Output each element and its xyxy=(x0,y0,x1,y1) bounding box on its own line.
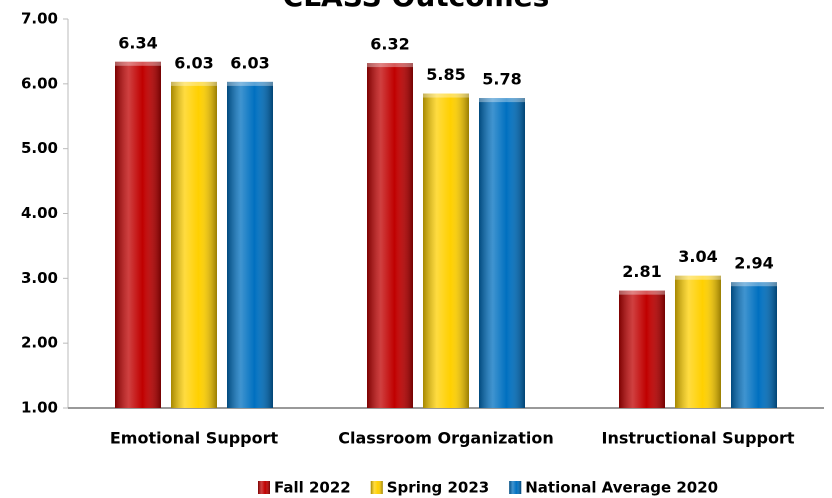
y-tick-label: 7.00 xyxy=(21,10,58,28)
data-label: 6.34 xyxy=(118,33,157,52)
bar-cap xyxy=(619,290,665,295)
x-tick-label: Emotional Support xyxy=(110,429,279,448)
bar-shade xyxy=(171,81,217,408)
legend-swatch-shade xyxy=(509,481,522,494)
data-label: 6.03 xyxy=(174,53,213,72)
data-label: 5.78 xyxy=(482,70,521,89)
chart-title: CLASS Outcomes xyxy=(283,0,550,13)
bar-shade xyxy=(675,275,721,408)
bar-shade xyxy=(367,63,413,408)
legend-label: Fall 2022 xyxy=(274,479,351,497)
data-label: 3.04 xyxy=(678,247,717,266)
y-tick-label: 1.00 xyxy=(21,399,58,417)
bar-shade xyxy=(731,282,777,408)
bar-cap xyxy=(731,282,777,287)
bar-shade xyxy=(115,61,161,408)
data-label: 2.81 xyxy=(622,262,661,281)
bar-cap xyxy=(479,98,525,103)
bar-shade xyxy=(227,81,273,408)
legend-swatch-shade xyxy=(370,481,383,494)
data-label: 6.03 xyxy=(230,53,269,72)
legend-swatch-shade xyxy=(258,481,270,494)
bar-cap xyxy=(227,81,273,86)
data-label: 6.32 xyxy=(370,35,409,54)
y-tick-label: 3.00 xyxy=(21,269,58,287)
x-tick-label: Instructional Support xyxy=(602,429,795,448)
y-tick-label: 6.00 xyxy=(21,74,58,92)
bar-cap xyxy=(367,63,413,68)
legend-label: National Average 2020 xyxy=(525,479,718,497)
x-tick-label: Classroom Organization xyxy=(338,429,553,448)
data-label: 2.94 xyxy=(734,254,773,273)
y-tick-label: 2.00 xyxy=(21,334,58,352)
y-tick-label: 5.00 xyxy=(21,139,58,157)
bar-shade xyxy=(479,98,525,408)
bar-shade xyxy=(423,93,469,408)
legend-label: Spring 2023 xyxy=(387,479,489,497)
bar-shade xyxy=(619,290,665,408)
bar-cap xyxy=(675,275,721,280)
y-tick-label: 4.00 xyxy=(21,204,58,222)
bar-cap xyxy=(423,93,469,98)
data-label: 5.85 xyxy=(426,65,465,84)
bar-cap xyxy=(171,81,217,86)
bar-cap xyxy=(115,61,161,66)
